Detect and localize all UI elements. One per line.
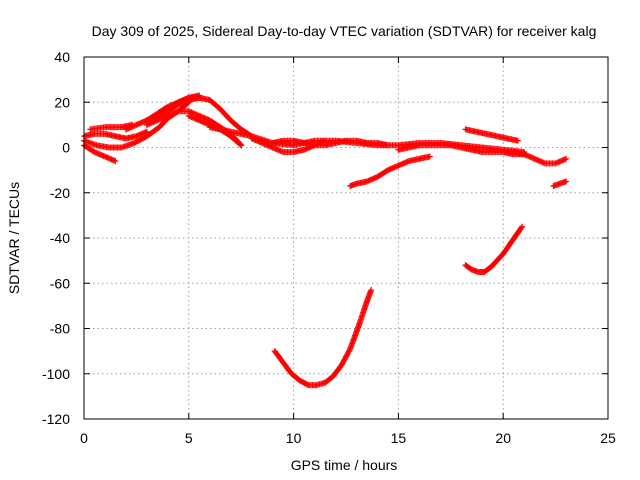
data-point [340, 357, 347, 364]
data-point [338, 361, 345, 368]
series-arc-13 [347, 153, 433, 189]
data-point [340, 359, 347, 366]
y-tick-label: -120 [42, 411, 70, 427]
data-point [237, 141, 244, 148]
data-point [339, 360, 346, 367]
data-point [518, 224, 525, 231]
data-point [342, 355, 349, 362]
data-point [426, 153, 433, 160]
data-point [514, 137, 521, 144]
y-tick-label: -60 [50, 275, 70, 291]
x-tick-label: 20 [495, 430, 511, 446]
plot-frame [83, 56, 609, 420]
y-tick-label: 20 [54, 94, 70, 110]
x-tick-label: 10 [286, 430, 302, 446]
x-tick-label: 15 [391, 430, 407, 446]
series-arc-18 [271, 287, 375, 389]
data-point [343, 353, 349, 360]
data-point [343, 352, 350, 359]
y-axis-label: SDTVAR / TECUs [6, 182, 22, 294]
y-tick-label: -20 [50, 185, 70, 201]
y-tick-label: -100 [42, 366, 70, 382]
series-arc-19 [462, 223, 526, 275]
x-tick-label: 5 [185, 430, 193, 446]
data-point [519, 223, 526, 230]
grid-lines [84, 57, 608, 419]
data-point [346, 347, 353, 354]
series-arc-17 [550, 178, 570, 189]
data-point [238, 142, 245, 149]
series-arc-15 [462, 126, 521, 144]
data-point [368, 287, 375, 294]
x-tick-label: 25 [600, 430, 616, 446]
chart-title: Day 309 of 2025, Sidereal Day-to-day VTE… [92, 23, 597, 39]
x-tick-label: 0 [80, 430, 88, 446]
data-point [341, 356, 348, 363]
series-arc-8 [143, 92, 203, 124]
data-points [81, 92, 570, 389]
series-arc-16 [510, 149, 570, 167]
y-tick-label: 40 [54, 49, 70, 65]
x-axis-label: GPS time / hours [291, 457, 398, 473]
data-point [563, 178, 570, 185]
data-point [384, 142, 391, 149]
series-arc-12 [269, 137, 391, 149]
data-point [196, 92, 203, 99]
data-point [563, 155, 570, 162]
series-arc-2 [87, 121, 136, 133]
data-point [112, 158, 119, 165]
y-tick-label: 0 [62, 140, 70, 156]
data-point [345, 349, 352, 356]
data-point [345, 348, 352, 355]
series-arc-4 [81, 142, 119, 165]
axis-ticks: 0 5 10 15 20 25 -120 -100 -80 -60 -40 -20 0 20 40 [42, 49, 616, 446]
y-tick-label: -40 [50, 230, 70, 246]
data-point [344, 351, 351, 358]
y-tick-label: -80 [50, 321, 70, 337]
